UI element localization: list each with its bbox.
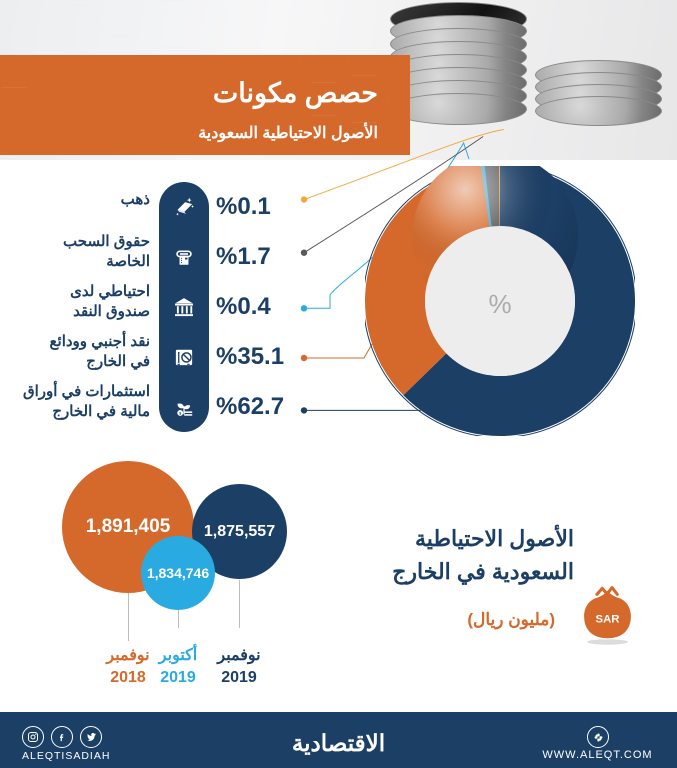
svg-text:SAR: SAR (596, 613, 620, 625)
svg-text:%: % (488, 289, 511, 319)
